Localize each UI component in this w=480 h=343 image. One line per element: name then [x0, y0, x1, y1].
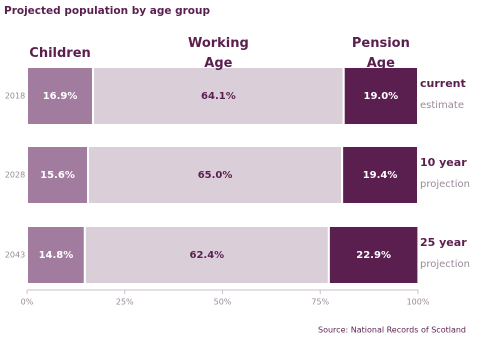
bar-segment [86, 145, 344, 205]
x-tick-label: 75% [311, 298, 329, 307]
row-note: projection [420, 259, 470, 270]
source: Source: National Records of Scotland [318, 326, 466, 335]
chart-title: Projected population by age group [4, 5, 210, 17]
bar-segment [83, 225, 330, 285]
legend-label: Pension Age [352, 36, 410, 71]
bar-segment [342, 66, 419, 126]
value-label: 22.9% [356, 250, 391, 261]
value-label: 19.0% [364, 91, 399, 102]
x-tick-label: 0% [21, 298, 34, 307]
legend-label: Working Age [188, 36, 249, 71]
value-label: 15.6% [40, 170, 75, 181]
y-tick-label: 2018 [5, 92, 25, 101]
bar-segment [341, 145, 419, 205]
x-tick-label: 100% [407, 298, 430, 307]
legend-label: Children [29, 46, 91, 61]
x-tick-label: 25% [116, 298, 134, 307]
value-label: 62.4% [190, 250, 225, 261]
value-label: 64.1% [201, 91, 236, 102]
value-label: 16.9% [43, 91, 78, 102]
x-tick-label: 50% [214, 298, 232, 307]
bar-segment [26, 66, 95, 126]
row-note: projection [420, 179, 470, 190]
value-label: 65.0% [198, 170, 233, 181]
row-note: 25 year [420, 236, 467, 249]
bar-segment [26, 145, 89, 205]
row-note: current [420, 77, 466, 90]
value-label: 14.8% [39, 250, 74, 261]
row-note: estimate [420, 100, 464, 111]
bar-segment [26, 225, 86, 285]
row-note: 10 year [420, 156, 467, 169]
value-label: 19.4% [363, 170, 398, 181]
y-tick-label: 2028 [5, 171, 25, 180]
bar-segment [327, 225, 420, 285]
y-tick-label: 2043 [5, 251, 25, 260]
